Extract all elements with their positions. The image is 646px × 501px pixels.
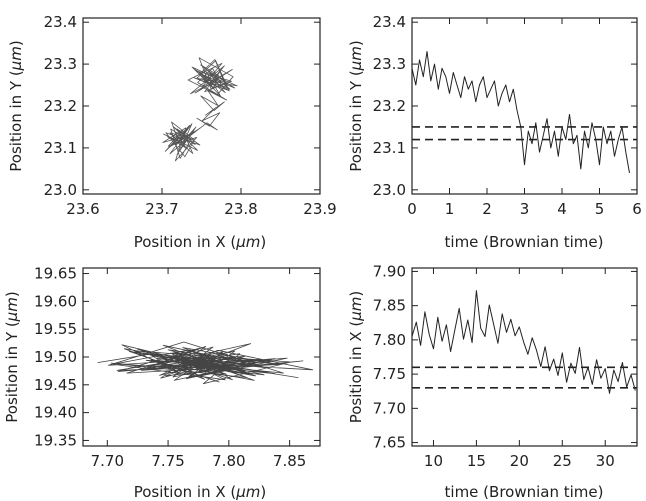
y-axis-label-close: ) — [7, 40, 25, 46]
tick-group: 7.70 7.75 7.80 7.85 19.35 19.40 19.45 19.50 19.5… — [34, 265, 320, 470]
x-tick-label: 7.80 — [212, 452, 245, 470]
x-axis-label-close: ) — [260, 233, 266, 251]
x-axis-label-close: ) — [260, 483, 266, 501]
y-axis-label: Position in Y (μm) — [347, 40, 365, 171]
x-axis-unit: μm — [235, 483, 260, 501]
time-series-line — [411, 51, 630, 174]
y-axis-unit: μm — [347, 297, 365, 322]
y-axis-unit: μm — [3, 297, 21, 322]
x-tick-label: 1 — [445, 200, 455, 218]
x-tick-label: 25 — [553, 452, 572, 470]
y-axis-label-close: ) — [347, 40, 365, 46]
x-tick-label: 5 — [595, 200, 605, 218]
marks-group — [411, 290, 637, 394]
x-tick-label: 30 — [596, 452, 615, 470]
x-tick-label: 7.85 — [273, 452, 306, 470]
marks-group — [162, 57, 238, 162]
x-axis-unit: μm — [235, 233, 260, 251]
x-axis-label-text: Position in X ( — [134, 233, 237, 251]
y-tick-label: 19.60 — [34, 292, 77, 310]
y-tick-label: 19.40 — [34, 404, 77, 422]
y-tick-label: 19.45 — [34, 376, 77, 394]
x-tick-label: 10 — [424, 452, 443, 470]
time-series-line — [411, 290, 636, 394]
x-tick-label: 15 — [467, 452, 486, 470]
y-tick-label: 23.3 — [373, 55, 406, 73]
panel-bottom-left: 7.70 7.75 7.80 7.85 19.35 19.40 19.45 19.50 19.5… — [3, 265, 321, 501]
y-axis-label-text: Position in Y ( — [7, 70, 25, 171]
y-axis-label: Position in Y (μm) — [3, 291, 21, 422]
trajectory-line — [97, 341, 314, 385]
y-axis-unit: μm — [7, 46, 25, 71]
trajectory-line — [162, 57, 238, 162]
x-tick-label: 23.6 — [66, 200, 99, 218]
x-axis-label: time (Brownian time) — [445, 483, 604, 501]
y-axis-label: Position in X (μm) — [347, 291, 365, 424]
x-axis-label: Position in X (μm) — [134, 233, 267, 251]
y-tick-label: 19.35 — [34, 431, 77, 449]
x-tick-label: 2 — [482, 200, 492, 218]
plot-frame — [411, 267, 638, 447]
y-tick-label: 7.85 — [373, 297, 406, 315]
y-tick-label: 23.1 — [373, 139, 406, 157]
y-axis-label-text: Position in Y ( — [3, 321, 21, 422]
x-tick-label: 3 — [520, 200, 530, 218]
y-tick-label: 7.65 — [373, 434, 406, 452]
x-tick-label: 0 — [407, 200, 417, 218]
y-tick-label: 23.0 — [373, 181, 406, 199]
y-tick-label: 19.55 — [34, 320, 77, 338]
y-tick-label: 23.0 — [44, 181, 77, 199]
x-tick-label: 23.8 — [224, 200, 257, 218]
y-tick-label: 7.90 — [373, 262, 406, 280]
panel-bottom-right: 10 15 20 25 30 7.65 7.70 7.75 7.80 7.85 7.90 time … — [347, 262, 638, 501]
y-axis-unit: μm — [347, 46, 365, 71]
y-axis-label: Position in Y (μm) — [7, 40, 25, 171]
y-tick-label: 23.4 — [44, 13, 77, 31]
y-tick-label: 23.1 — [44, 139, 77, 157]
y-tick-label: 7.80 — [373, 331, 406, 349]
panel-top-left: 23.6 23.7 23.8 23.9 23.0 23.1 23.2 23.3 23.4 Pos… — [7, 13, 337, 251]
y-tick-label: 23.2 — [44, 97, 77, 115]
x-tick-label: 23.9 — [303, 200, 336, 218]
x-axis-label-text: Position in X ( — [134, 483, 237, 501]
y-axis-label-close: ) — [347, 291, 365, 297]
tick-group: 23.6 23.7 23.8 23.9 23.0 23.1 23.2 23.3 23.4 — [44, 13, 337, 218]
y-tick-label: 23.2 — [373, 97, 406, 115]
x-axis-label: Position in X (μm) — [134, 483, 267, 501]
y-axis-label-text: Position in Y ( — [347, 70, 365, 171]
y-tick-label: 7.70 — [373, 399, 406, 417]
plot-frame — [82, 17, 321, 195]
plot-frame — [411, 17, 638, 195]
tick-group: 10 15 20 25 30 7.65 7.70 7.75 7.80 7.85 7.90 — [373, 262, 637, 470]
x-tick-label: 7.70 — [91, 452, 124, 470]
marks-group — [411, 51, 637, 174]
y-axis-label-text: Position in X ( — [347, 321, 365, 424]
x-tick-label: 23.7 — [145, 200, 178, 218]
tick-group: 0 1 2 3 4 5 6 23.0 23.1 23.2 23.3 23.4 — [373, 13, 642, 218]
y-tick-label: 19.65 — [34, 265, 77, 283]
y-tick-label: 23.3 — [44, 55, 77, 73]
x-tick-label: 20 — [510, 452, 529, 470]
marks-group — [97, 341, 314, 385]
y-tick-label: 19.50 — [34, 348, 77, 366]
x-tick-label: 4 — [557, 200, 567, 218]
panel-top-right: 0 1 2 3 4 5 6 23.0 23.1 23.2 23.3 23.4 time (Browni… — [347, 13, 642, 251]
y-axis-label-close: ) — [3, 291, 21, 297]
x-axis-label: time (Brownian time) — [445, 233, 604, 251]
y-tick-label: 7.75 — [373, 365, 406, 383]
y-tick-label: 23.4 — [373, 13, 406, 31]
x-tick-label: 7.75 — [151, 452, 184, 470]
x-tick-label: 6 — [632, 200, 642, 218]
